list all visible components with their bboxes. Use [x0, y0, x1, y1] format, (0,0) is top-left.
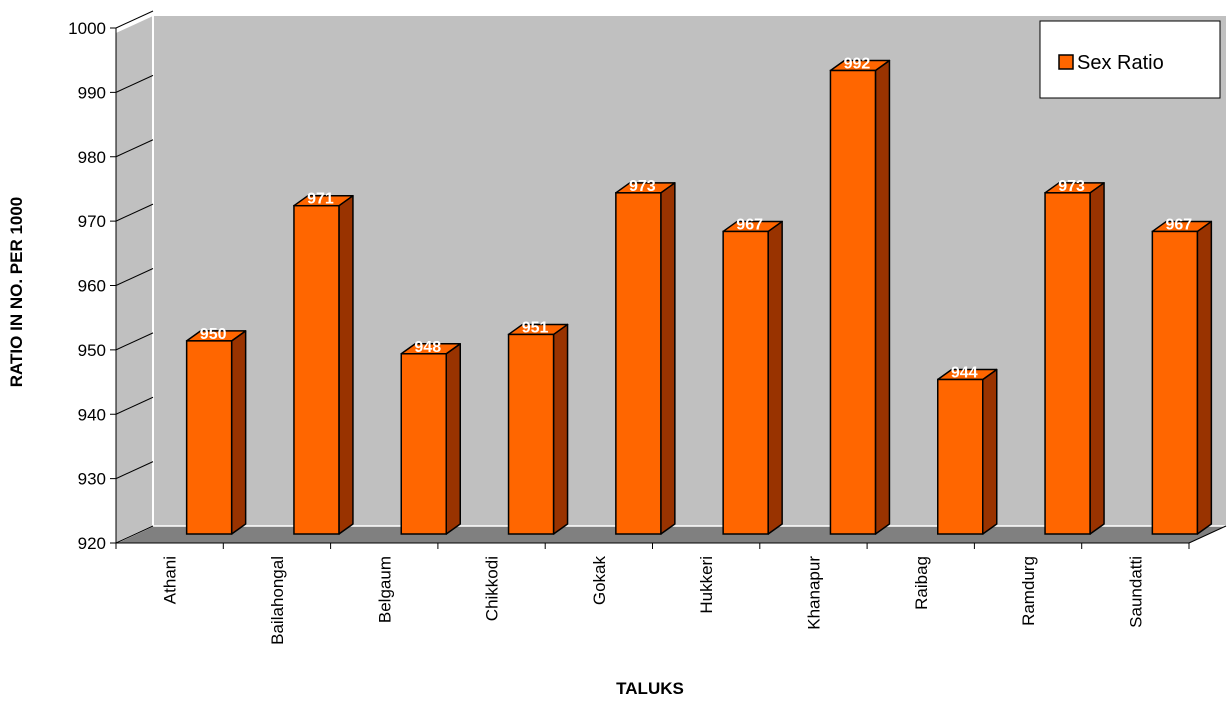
x-tick-label: Gokak: [590, 556, 609, 606]
y-tick-label: 980: [78, 148, 106, 167]
bar-side: [1089, 182, 1105, 535]
y-tick-depth: [115, 396, 154, 415]
y-tick-depth: [115, 268, 154, 286]
data-label: 950: [200, 326, 227, 343]
x-tick-label: Raibag: [912, 556, 931, 610]
bar: [1044, 182, 1105, 535]
bar-front: [293, 204, 340, 535]
bar: [722, 220, 783, 535]
data-label: 951: [522, 319, 549, 336]
bar-side: [660, 182, 676, 535]
side-wall: [116, 16, 153, 543]
bar: [507, 323, 569, 535]
y-tick-label: 990: [78, 83, 106, 102]
x-axis: Athani Bailahongal Belgaum Chikkodi Gokak Huk…: [115, 525, 1227, 645]
bar: [615, 182, 676, 535]
bar: [185, 330, 247, 535]
y-axis-title: RATIO IN NO. PER 1000: [7, 197, 26, 388]
y-axis: 920 930 940 950 960 970 980 990 1000: [68, 10, 154, 553]
y-tick-label: 1000: [68, 19, 106, 38]
bar-front: [1151, 230, 1199, 535]
data-label: 973: [629, 178, 656, 195]
bar-front: [829, 69, 877, 535]
bars: [185, 59, 1213, 535]
x-tick-label: Chikkodi: [483, 556, 502, 621]
x-tick-label: Bailahongal: [268, 556, 287, 645]
bar: [937, 368, 998, 535]
y-tick-depth: [115, 461, 154, 480]
y-tick-label: 920: [78, 534, 106, 553]
data-label: 967: [1165, 216, 1192, 233]
data-label: 971: [307, 191, 334, 208]
y-tick-label: 970: [78, 212, 106, 231]
data-label: 992: [844, 56, 871, 73]
data-label: 973: [1058, 178, 1085, 195]
data-label: 948: [414, 339, 441, 356]
bar: [400, 343, 461, 535]
bar-side: [230, 330, 247, 535]
bar: [1151, 220, 1213, 535]
y-tick-depth: [115, 203, 154, 222]
data-label: 967: [736, 216, 763, 233]
y-tick-depth: [115, 10, 154, 29]
y-tick-label: 940: [78, 405, 106, 424]
bar: [293, 194, 354, 535]
data-labels: 950 971 948 951 973 967 992 944 973 967: [200, 56, 1192, 382]
y-tick-label: 930: [78, 470, 106, 489]
x-axis-title: TALUKS: [616, 679, 684, 698]
y-tick-depth: [115, 74, 154, 93]
y-tick-depth: [115, 525, 154, 544]
data-label: 944: [951, 365, 978, 382]
bar-front: [1044, 192, 1091, 535]
bar-side: [445, 343, 461, 535]
x-axis-edge: [1188, 525, 1227, 544]
bar-front: [400, 353, 447, 535]
y-tick-depth: [115, 139, 154, 158]
bar-side: [982, 368, 998, 535]
bar-front: [185, 340, 233, 535]
x-tick-label: Saundatti: [1126, 556, 1145, 628]
bar-front: [615, 192, 662, 535]
x-tick-label: Athani: [161, 556, 180, 604]
bar-side: [1196, 220, 1213, 535]
bar-side: [874, 59, 891, 535]
bar-side: [767, 220, 783, 535]
bar-front: [722, 230, 769, 535]
bar: [829, 59, 891, 535]
y-tick-label: 950: [78, 341, 106, 360]
bar-front: [937, 378, 984, 535]
y-tick-depth: [115, 332, 154, 351]
legend-label: Sex Ratio: [1077, 52, 1164, 74]
bar-side: [552, 323, 569, 535]
legend-swatch: [1058, 54, 1074, 70]
x-tick-label: Hukkeri: [697, 556, 716, 614]
x-tick-label: Khanapur: [804, 556, 823, 630]
x-tick-label: Belgaum: [375, 556, 394, 623]
x-tick-label: Ramdurg: [1019, 556, 1038, 626]
bar-side: [338, 194, 354, 535]
bar-front: [507, 333, 555, 535]
legend: Sex Ratio: [1039, 20, 1221, 99]
y-tick-label: 960: [78, 277, 106, 296]
